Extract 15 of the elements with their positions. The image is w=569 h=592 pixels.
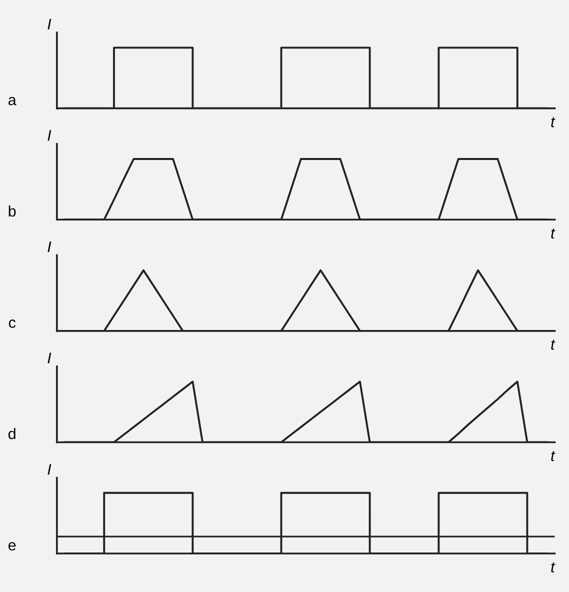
text: b bbox=[8, 205, 16, 217]
y-axis-title: I bbox=[48, 464, 52, 475]
y-axis-title: I bbox=[48, 352, 52, 364]
text: a bbox=[8, 96, 16, 106]
y-axis-title: I bbox=[48, 241, 52, 252]
text: d bbox=[8, 428, 16, 440]
x-axis-title: t bbox=[551, 451, 556, 462]
x-axis-title: t bbox=[551, 562, 556, 572]
text: e bbox=[8, 542, 16, 550]
text: c bbox=[8, 320, 16, 328]
x-axis-title: t bbox=[551, 228, 556, 238]
y-axis-title: I bbox=[48, 130, 52, 141]
x-axis-title: t bbox=[551, 340, 556, 350]
y-axis-title: I bbox=[48, 18, 52, 30]
x-axis-title: t bbox=[551, 117, 556, 128]
